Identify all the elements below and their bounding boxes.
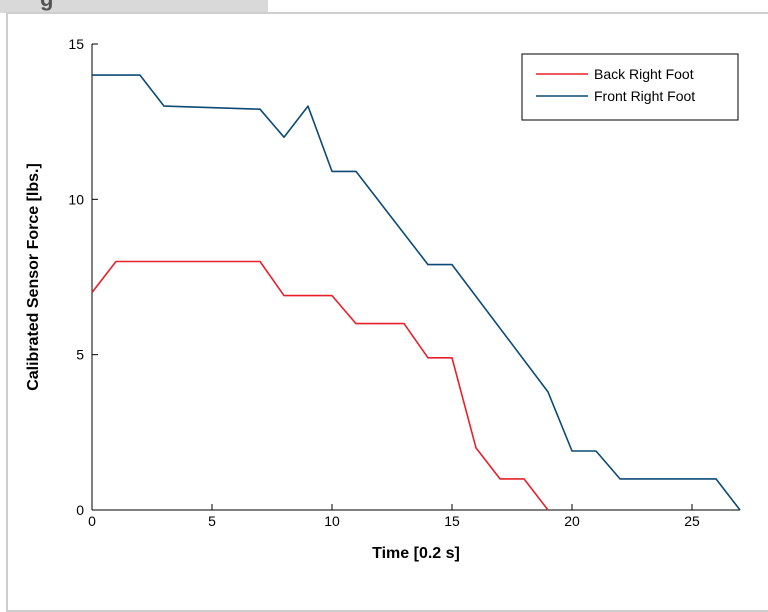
- y-tick-label: 5: [76, 347, 84, 363]
- x-tick-label: 25: [684, 513, 700, 529]
- x-tick-label: 0: [88, 513, 96, 529]
- y-ticks: 0 5 10 15: [68, 36, 98, 518]
- y-tick-label: 10: [68, 191, 84, 207]
- series-layer: [91, 74, 741, 511]
- tab-label: g: [40, 0, 53, 12]
- x-tick-label: 10: [324, 513, 340, 529]
- series-line-1: [91, 260, 549, 511]
- axes: [91, 44, 740, 511]
- x-axis-label: Time [0.2 s]: [372, 545, 460, 562]
- line-chart: 0 5 10 15 20 25 0 5 10 15 Time [0.2 s] Calibrate…: [25, 36, 741, 562]
- x-tick-label: 20: [564, 513, 580, 529]
- legend: Back Right Foot Front Right Foot: [521, 53, 739, 121]
- legend-label-1: Back Right Foot: [594, 66, 694, 82]
- series-line-2: [92, 74, 741, 511]
- x-tick-label: 15: [444, 513, 460, 529]
- legend-box: [521, 53, 739, 121]
- y-axis-label: Calibrated Sensor Force [lbs.]: [25, 163, 42, 391]
- x-ticks: 0 5 10 15 20 25: [88, 504, 700, 529]
- x-tick-label: 5: [208, 513, 216, 529]
- legend-label-2: Front Right Foot: [594, 88, 695, 104]
- y-tick-label: 0: [76, 502, 84, 518]
- header-tab: g: [0, 0, 268, 13]
- y-tick-label: 15: [68, 36, 84, 52]
